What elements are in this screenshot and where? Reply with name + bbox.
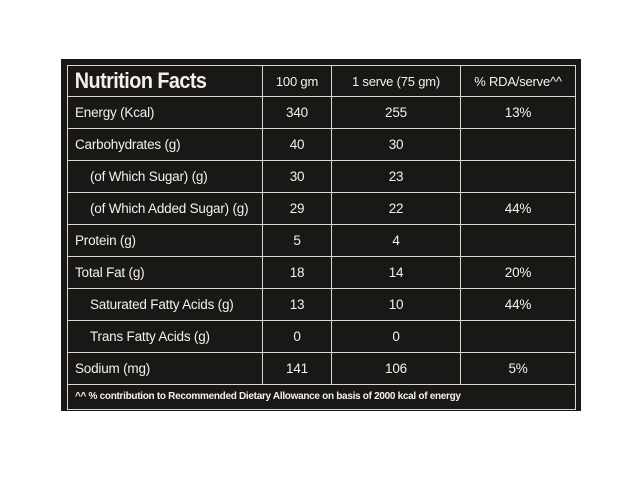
nutrient-label: Sodium (mg) [67,352,263,385]
row-sodium: Sodium (mg) 141 106 5% [67,352,576,385]
value-rda [460,128,576,161]
row-carbohydrates: Carbohydrates (g) 40 30 [67,128,576,161]
column-header-rda: % RDA/serve^^ [460,65,576,97]
value-per-serve: 106 [331,352,461,385]
value-per-serve: 4 [331,224,461,257]
nutrition-facts-panel: Nutrition Facts 100 gm 1 serve (75 gm) %… [61,59,581,411]
value-rda [460,224,576,257]
value-per-100gm: 40 [262,128,332,161]
value-per-serve: 10 [331,288,461,321]
value-per-serve: 22 [331,192,461,225]
row-protein: Protein (g) 5 4 [67,224,576,257]
value-per-100gm: 13 [262,288,332,321]
row-trans-fat: Trans Fatty Acids (g) 0 0 [67,320,576,353]
value-rda: 5% [460,352,576,385]
row-saturated-fat: Saturated Fatty Acids (g) 13 10 44% [67,288,576,321]
column-header-100gm: 100 gm [262,65,332,97]
nutrient-label: Trans Fatty Acids (g) [67,320,263,353]
row-sugar: (of Which Sugar) (g) 30 23 [67,160,576,193]
header-row: Nutrition Facts 100 gm 1 serve (75 gm) %… [67,65,576,97]
value-per-serve: 14 [331,256,461,289]
row-energy: Energy (Kcal) 340 255 13% [67,96,576,129]
value-per-serve: 255 [331,96,461,129]
value-per-100gm: 141 [262,352,332,385]
nutrient-label: Total Fat (g) [67,256,263,289]
nutrient-label: Saturated Fatty Acids (g) [67,288,263,321]
value-rda: 13% [460,96,576,129]
nutrient-label: Protein (g) [67,224,263,257]
value-per-100gm: 29 [262,192,332,225]
footnote: ^^ % contribution to Recommended Dietary… [67,384,576,410]
nutrient-label: (of Which Sugar) (g) [67,160,263,193]
value-per-serve: 0 [331,320,461,353]
nutrient-label: (of Which Added Sugar) (g) [67,192,263,225]
value-per-100gm: 18 [262,256,332,289]
value-rda: 20% [460,256,576,289]
value-rda: 44% [460,288,576,321]
nutrient-label: Carbohydrates (g) [67,128,263,161]
nutrient-label: Energy (Kcal) [67,96,263,129]
table-title: Nutrition Facts [67,65,244,97]
value-rda: 44% [460,192,576,225]
value-per-100gm: 0 [262,320,332,353]
value-per-100gm: 340 [262,96,332,129]
value-per-serve: 30 [331,128,461,161]
nutrition-table: Nutrition Facts 100 gm 1 serve (75 gm) %… [67,65,576,410]
value-per-100gm: 30 [262,160,332,193]
column-header-serve: 1 serve (75 gm) [331,65,461,97]
value-per-100gm: 5 [262,224,332,257]
value-per-serve: 23 [331,160,461,193]
row-added-sugar: (of Which Added Sugar) (g) 29 22 44% [67,192,576,225]
value-rda [460,160,576,193]
row-total-fat: Total Fat (g) 18 14 20% [67,256,576,289]
value-rda [460,320,576,353]
footnote-row: ^^ % contribution to Recommended Dietary… [67,384,576,410]
